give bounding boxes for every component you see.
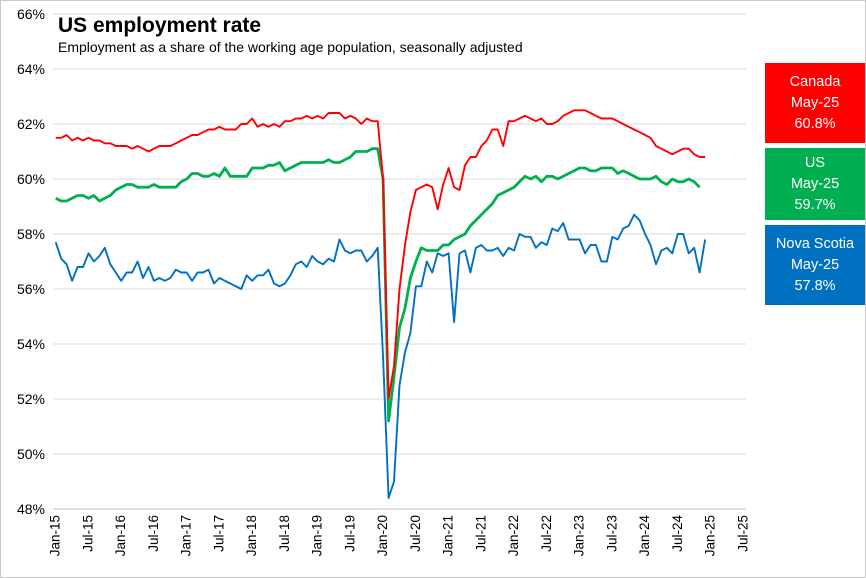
x-tick-label: Jan-24 <box>637 515 652 557</box>
y-tick-label: 52% <box>17 391 45 407</box>
x-tick-label: Jan-21 <box>441 515 456 556</box>
legend-canada-date: May-25 <box>790 94 840 111</box>
x-tick-label: Jan-22 <box>506 515 521 556</box>
x-axis-tick-labels: Jan-15 Jul-15 Jan-16 Jul-16 Jan-17 Jul-17 Jan-… <box>48 515 751 557</box>
y-tick-label: 62% <box>17 116 45 132</box>
x-tick-label: Jul-19 <box>342 515 357 552</box>
y-tick-label: 50% <box>17 446 45 462</box>
y-tick-label: 56% <box>17 281 45 297</box>
legend-nova-scotia-name: Nova Scotia <box>775 235 855 252</box>
legend-canada-value: 60.8% <box>794 115 836 132</box>
x-tick-label: Jul-24 <box>670 515 685 552</box>
legend-canada-name: Canada <box>789 73 841 90</box>
x-tick-label: Jan-17 <box>179 515 194 556</box>
x-tick-label: Jan-16 <box>113 515 128 556</box>
x-tick-label: Jan-25 <box>703 515 718 556</box>
y-tick-label: 60% <box>17 171 45 187</box>
x-tick-label: Jul-16 <box>146 515 161 552</box>
legend-us-value: 59.7% <box>794 196 836 213</box>
legend-us-name: US <box>804 154 826 171</box>
x-tick-label: Jul-20 <box>408 515 423 552</box>
y-axis-tick-labels: 48% 50% 52% 54% 56% 58% 60% 62% 64% 66% <box>17 6 45 517</box>
legend-nova-scotia-date: May-25 <box>790 256 840 273</box>
gridlines <box>53 13 746 455</box>
legend-box-us: US May-25 59.7% <box>765 148 865 220</box>
legend-nova-scotia-value: 57.8% <box>794 277 836 294</box>
x-tick-label: Jul-22 <box>539 515 554 552</box>
x-tick-label: Jul-23 <box>604 515 619 552</box>
x-tick-label: Jul-25 <box>735 515 750 552</box>
series-line-nova-scotia <box>54 213 707 499</box>
series-lines <box>54 109 707 499</box>
x-tick-label: Jan-18 <box>244 515 259 556</box>
legend-us-date: May-25 <box>790 175 840 192</box>
legend-box-canada: Canada May-25 60.8% <box>765 63 865 143</box>
chart-subtitle: Employment as a share of the working age… <box>58 39 523 55</box>
series-line-canada <box>55 109 706 400</box>
x-tick-label: Jul-17 <box>211 515 226 552</box>
y-tick-label: 48% <box>17 501 45 517</box>
x-tick-label: Jul-15 <box>80 515 95 552</box>
x-tick-label: Jul-18 <box>277 515 292 552</box>
y-tick-label: 64% <box>17 61 45 77</box>
x-tick-label: Jan-23 <box>572 515 587 556</box>
chart-title: US employment rate <box>58 14 262 37</box>
x-tick-label: Jan-20 <box>375 515 390 556</box>
y-tick-label: 58% <box>17 226 45 242</box>
y-tick-label: 66% <box>17 6 45 22</box>
legend-box-nova-scotia: Nova Scotia May-25 57.8% <box>765 225 865 305</box>
x-tick-label: Jan-15 <box>48 515 63 556</box>
series-line-us <box>55 147 701 423</box>
x-tick-label: Jan-19 <box>310 515 325 556</box>
y-tick-label: 54% <box>17 336 45 352</box>
x-tick-label: Jul-21 <box>473 515 488 552</box>
